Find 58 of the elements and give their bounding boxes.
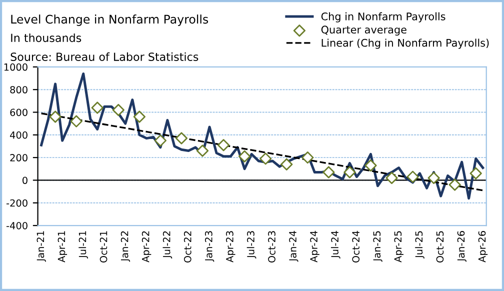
x-tick-label: Oct-24 xyxy=(352,230,360,263)
point xyxy=(217,139,230,152)
chart-subtitle: In thousands xyxy=(11,33,82,42)
x-tick-label: Oct-23 xyxy=(268,231,276,263)
point xyxy=(386,172,398,184)
x-tick-label: Jul-24 xyxy=(330,230,340,258)
y-tick-label: 1000 xyxy=(4,63,28,71)
y-tick-label: 600 xyxy=(10,108,28,116)
x-tick-label: Apr-24 xyxy=(310,230,320,262)
point xyxy=(280,158,293,170)
y-tick-label: 0 xyxy=(22,176,28,184)
x-tick-label: Jan-22 xyxy=(120,231,130,262)
point xyxy=(238,150,251,162)
y-tick-label: -400 xyxy=(6,222,28,230)
point xyxy=(322,166,335,178)
x-tick-label: Jul-21 xyxy=(78,231,88,258)
x-tick-label: Apr-25 xyxy=(394,231,404,262)
x-tick-label: Apr-23 xyxy=(226,231,236,262)
x-tick-label: Oct-22 xyxy=(184,231,192,263)
x-tick-label: Jan-24 xyxy=(289,230,298,262)
point xyxy=(196,144,209,157)
x-tick-label: Jul-22 xyxy=(162,231,172,258)
legend-label: Chg in Nonfarm Payrolls xyxy=(321,12,446,22)
point xyxy=(344,166,356,178)
x-tick-label: Jul-23 xyxy=(246,231,256,258)
x-tick-label: Jul-25 xyxy=(415,231,424,258)
point xyxy=(70,115,82,128)
point xyxy=(49,110,62,123)
point xyxy=(133,110,146,123)
y-tick-label: 800 xyxy=(10,86,28,94)
x-tick-label: Apr-22 xyxy=(142,231,152,262)
point xyxy=(428,172,440,184)
point xyxy=(112,104,124,116)
x-tick-label: Apr-21 xyxy=(58,231,68,262)
point xyxy=(154,134,167,147)
y-tick-label: 200 xyxy=(10,154,28,162)
x-tick-label: Jan-26 xyxy=(457,231,466,262)
point xyxy=(91,102,104,114)
point xyxy=(470,167,482,180)
y-tick-label: 400 xyxy=(10,131,28,139)
point xyxy=(302,151,314,164)
x-tick-label: Jan-21 xyxy=(36,231,46,262)
x-tick-label: Oct-21 xyxy=(100,231,108,263)
legend-label: Linear (Chg in Nonfarm Payrolls) xyxy=(322,38,489,49)
line-series xyxy=(40,72,484,200)
point xyxy=(364,159,377,172)
source-note: Source: Bureau of Labor Statistics xyxy=(10,52,198,61)
point xyxy=(260,152,272,165)
x-tick-label: Oct-25 xyxy=(436,231,444,263)
legend-label: Quarter average xyxy=(321,26,406,36)
chart-title: Level Change in Nonfarm Payrolls xyxy=(11,14,208,26)
x-tick-label: Jan-25 xyxy=(373,231,382,262)
x-tick-label: Jan-23 xyxy=(204,231,214,262)
point xyxy=(406,170,419,183)
point xyxy=(448,178,461,191)
y-tick-label: -200 xyxy=(6,199,28,207)
x-tick-label: Apr-26 xyxy=(478,231,488,262)
point xyxy=(175,132,188,144)
